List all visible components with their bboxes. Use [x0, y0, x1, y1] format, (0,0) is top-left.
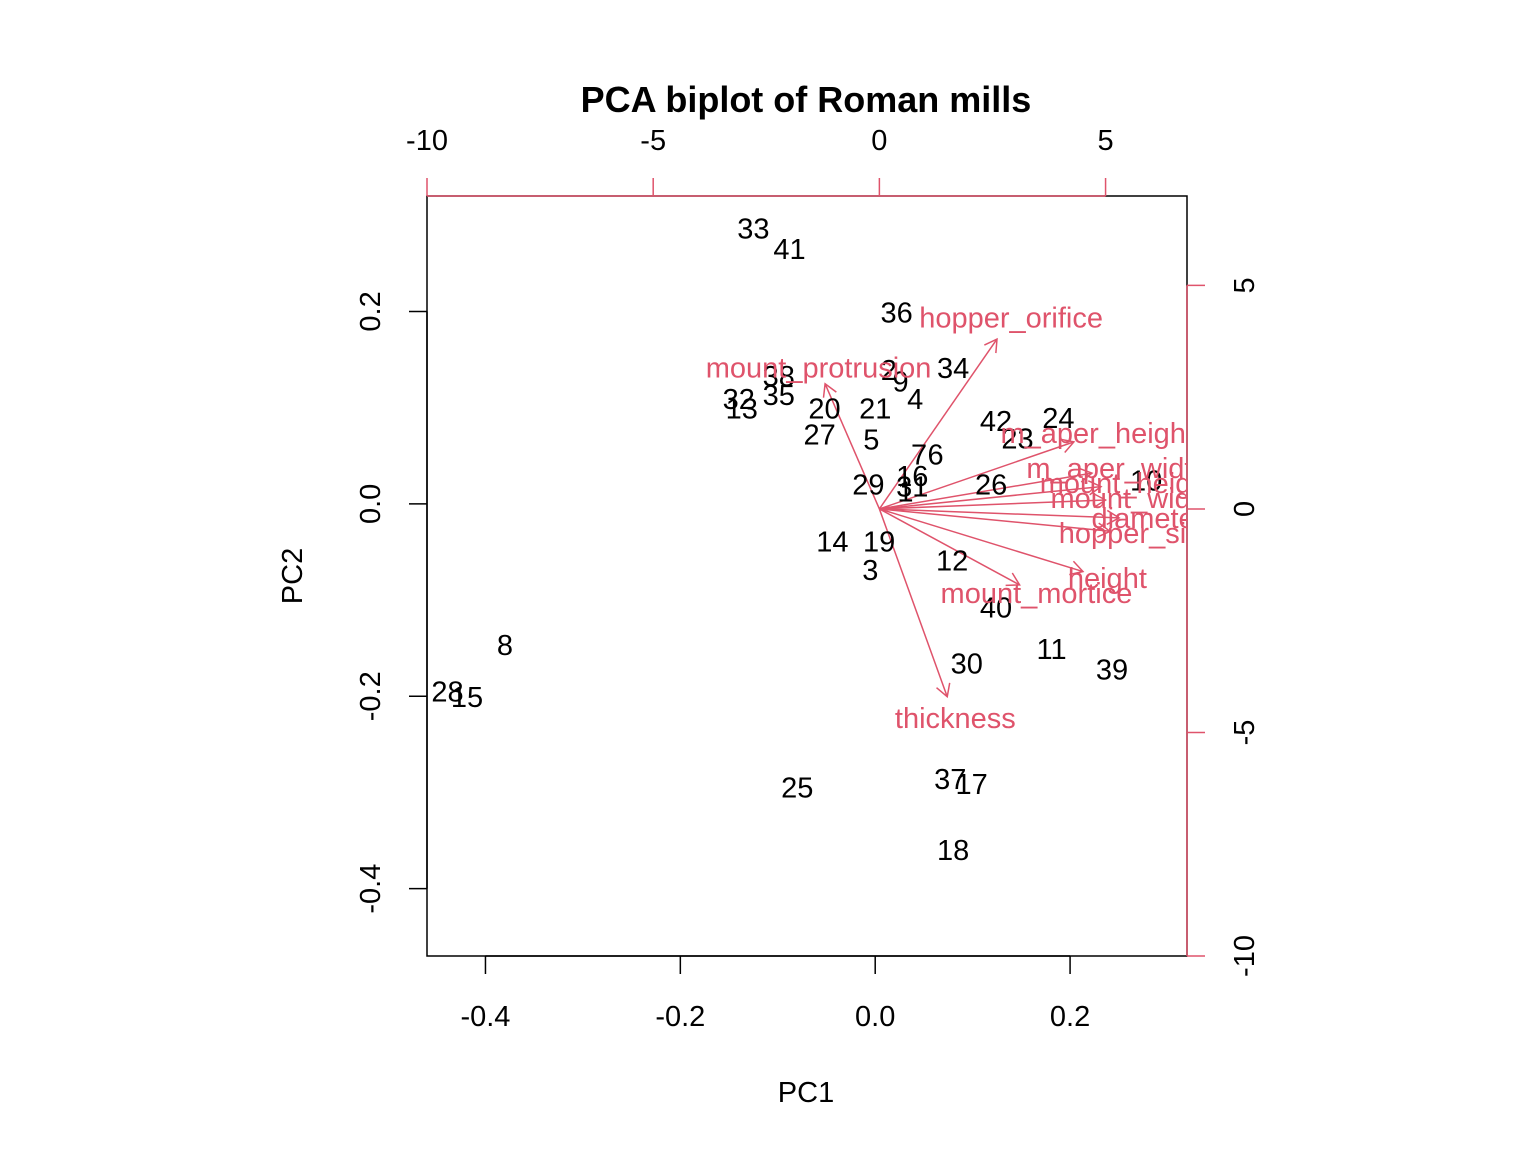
- observation-label: 41: [773, 234, 805, 266]
- y-tick-label: -0.4: [355, 864, 387, 914]
- observation-label: 34: [937, 353, 969, 385]
- top-tick-label: -10: [406, 125, 448, 157]
- observation-label: 5: [863, 424, 879, 456]
- variable-label: height: [1068, 563, 1147, 595]
- variable-label: mount_height: [1040, 468, 1216, 500]
- variable-label: mount_protrusion: [706, 353, 932, 385]
- variable-arrow: [879, 467, 1094, 510]
- observation-label: 25: [781, 773, 813, 805]
- bottom-axis: -0.4 -0.2 0.0 0.2: [460, 955, 1090, 1033]
- observation-label: 19: [863, 526, 895, 558]
- y-tick-label: 0.0: [355, 484, 387, 524]
- observation-label: 31: [896, 471, 928, 503]
- observation-label: 26: [975, 470, 1007, 502]
- variable-arrow: [879, 508, 1112, 538]
- variable-label: mount_mortice: [941, 578, 1133, 610]
- x-axis-label: PC1: [778, 1077, 834, 1109]
- x-tick-label: 0.2: [1050, 1001, 1090, 1033]
- observation-label: 15: [451, 682, 483, 714]
- observation-label: 28: [431, 676, 463, 708]
- observation-label: 1: [897, 476, 913, 508]
- top-tick-label: 0: [871, 125, 887, 157]
- variable-arrow: [878, 508, 951, 699]
- observation-label: 7: [911, 440, 927, 472]
- right-axis: -10 -5 0 5: [1186, 277, 1261, 977]
- right-tick-label: -5: [1229, 720, 1261, 746]
- y-tick-label: -0.2: [355, 671, 387, 721]
- observation-label: 6: [928, 440, 944, 472]
- right-tick-label: -10: [1229, 935, 1261, 977]
- variable-arrow: [879, 438, 1076, 510]
- observation-label: 42: [980, 406, 1012, 438]
- observation-label: 33: [737, 214, 769, 246]
- observation-label: 13: [726, 394, 758, 426]
- observation-label: 37: [934, 764, 966, 796]
- variable-arrow: [879, 508, 1121, 526]
- observation-label: 17: [956, 769, 988, 801]
- observation-label: 14: [816, 526, 848, 558]
- variable-label: m_aper_width: [1026, 453, 1208, 485]
- variable-arrow: [879, 480, 1103, 510]
- observation-label: 4: [907, 384, 923, 416]
- variable-label: hopper_orifice: [919, 303, 1103, 335]
- y-tick-label: 0.2: [355, 291, 387, 331]
- top-tick-label: 5: [1098, 125, 1114, 157]
- chart-title: PCA biplot of Roman mills: [581, 79, 1032, 120]
- variable-arrow: [879, 508, 1021, 587]
- variable-arrow: [879, 508, 1085, 576]
- x-tick-label: -0.4: [460, 1001, 510, 1033]
- right-tick-label: 0: [1229, 501, 1261, 517]
- observation-label: 12: [936, 546, 968, 578]
- observation-label: 21: [859, 394, 891, 426]
- observation-label: 38: [763, 361, 795, 393]
- observation-label: 16: [896, 461, 928, 493]
- variable-label: m_aper_height: [1001, 418, 1194, 450]
- variable-arrows: [822, 337, 1121, 699]
- observation-label: 40: [980, 593, 1012, 625]
- observation-label: 8: [497, 630, 513, 662]
- observation-label: 32: [723, 384, 755, 416]
- left-axis: -0.4 -0.2 0.0 0.2: [355, 291, 428, 914]
- observation-label: 10: [1130, 466, 1162, 498]
- variable-arrow: [822, 382, 881, 510]
- x-tick-label: 0.0: [855, 1001, 895, 1033]
- observation-label: 2: [881, 355, 897, 387]
- variable-arrow: [879, 492, 1108, 510]
- observation-label: 27: [804, 420, 836, 452]
- observation-label: 23: [1001, 423, 1033, 455]
- observation-label: 24: [1042, 403, 1074, 435]
- top-tick-label: -5: [640, 125, 666, 157]
- variable-label: hopper_size: [1059, 518, 1217, 550]
- observation-label: 9: [892, 367, 908, 399]
- observation-label: 3: [862, 555, 878, 587]
- top-axis: -10 -5 0 5: [406, 125, 1114, 197]
- variable-label: thickness: [895, 703, 1016, 735]
- x-tick-label: -0.2: [655, 1001, 705, 1033]
- variable-label: diameter: [1092, 503, 1205, 535]
- observation-label: 11: [1037, 634, 1067, 666]
- observation-label: 18: [937, 835, 969, 867]
- observation-label: 20: [808, 394, 840, 426]
- observation-label: 39: [1096, 654, 1128, 686]
- variable-label: mount_width: [1050, 483, 1214, 515]
- observation-label: 29: [852, 470, 884, 502]
- observation-label: 35: [763, 380, 795, 412]
- variable-labels: hopper_orifice mount_protrusion m_aper_hei…: [706, 303, 1217, 736]
- y-axis-label: PC2: [277, 548, 309, 604]
- observation-label: 30: [951, 649, 983, 681]
- right-tick-label: 5: [1229, 277, 1261, 293]
- observation-label: 36: [881, 297, 913, 329]
- variable-arrow: [878, 337, 998, 510]
